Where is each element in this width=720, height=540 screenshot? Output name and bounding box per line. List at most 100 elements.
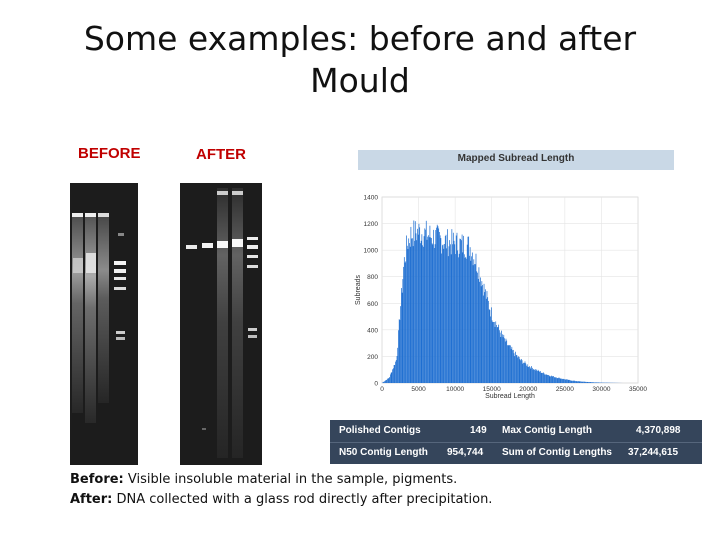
histogram-bar (425, 229, 426, 383)
stat-value: 4,370,898 (636, 425, 681, 436)
histogram-bar (482, 285, 483, 383)
histogram-bar (563, 378, 565, 383)
histogram-bar (575, 381, 577, 383)
histogram-bar (546, 374, 548, 383)
histogram-bar (525, 363, 527, 383)
histogram-bar (418, 223, 420, 383)
histogram-bar (508, 344, 510, 383)
histogram-bar (585, 381, 587, 383)
histogram-bar (455, 235, 457, 383)
histogram-bar (524, 361, 526, 383)
histogram-bar (387, 378, 388, 383)
histogram-bar (469, 255, 470, 383)
histogram-bar (454, 244, 456, 383)
histogram-bar (440, 238, 442, 383)
histogram-bar (521, 360, 523, 383)
histogram-bar (426, 239, 428, 383)
stat-label: Max Contig Length (502, 425, 592, 436)
histogram-bar (402, 279, 404, 383)
stat-label: Sum of Contig Lengths (502, 447, 612, 458)
histogram-bar (421, 234, 423, 383)
histogram-bar (417, 228, 418, 383)
stat-label: N50 Contig Length (339, 447, 428, 458)
histogram-bar (499, 332, 501, 383)
histogram-bar (495, 321, 497, 383)
histogram-bar (588, 382, 590, 383)
histogram-bar (395, 360, 397, 383)
histogram-bar (390, 374, 391, 383)
histogram-bar (488, 300, 489, 383)
histogram-bar (439, 231, 440, 383)
y-axis-label: Subreads (355, 275, 362, 305)
histogram-bar (439, 235, 441, 383)
histogram-bar (582, 381, 584, 383)
histogram-bar (448, 246, 450, 383)
histogram-bar (534, 369, 535, 383)
histogram-bar (447, 229, 448, 383)
histogram-bar (385, 380, 387, 383)
histogram-bar (436, 224, 438, 383)
histogram-bar (569, 380, 571, 383)
histogram-bar (392, 368, 394, 383)
x-tick-label: 15000 (483, 386, 501, 393)
x-axis-label: Subread Length (485, 393, 535, 400)
histogram-bar (429, 225, 431, 383)
histogram-bar (597, 382, 599, 383)
stat-label: Polished Contigs (339, 425, 421, 436)
histogram-bar (481, 281, 483, 383)
histogram-bar (512, 350, 513, 383)
histogram-bar (558, 377, 560, 383)
histogram-bar (471, 252, 473, 383)
y-tick-label: 0 (374, 381, 378, 388)
histogram-bar (403, 257, 405, 383)
histogram-bar (483, 283, 485, 383)
histogram-bar (538, 370, 540, 383)
histogram-bar (552, 376, 554, 383)
histogram-bar (465, 256, 467, 383)
y-tick-label: 400 (367, 327, 378, 334)
histogram-bar (403, 266, 404, 383)
histogram-bar (456, 232, 458, 383)
histogram-bar (432, 244, 434, 383)
histogram-bar (559, 377, 560, 383)
before-gel-image (70, 183, 138, 465)
histogram-bar (586, 381, 588, 383)
histogram-bar (436, 227, 437, 383)
histogram-bar (549, 376, 551, 383)
histogram-bar (452, 244, 453, 383)
histogram-bar (503, 334, 505, 383)
histogram-bar (460, 239, 461, 383)
histogram-bar (428, 235, 429, 383)
histogram-bar (458, 253, 460, 383)
histogram-bar (416, 240, 418, 383)
histogram-bar (409, 246, 411, 383)
histogram-bar (496, 327, 498, 383)
histogram-bar (564, 379, 565, 383)
histogram-bar (485, 289, 486, 383)
histogram-bar (392, 369, 393, 383)
histogram-bar (548, 375, 550, 383)
histogram-bar (417, 234, 419, 383)
histogram-bar (443, 248, 445, 383)
histogram-bar (407, 248, 409, 383)
histogram-bar (550, 376, 551, 383)
histogram-bar (430, 237, 432, 383)
histogram-bar (576, 381, 578, 383)
histogram-bar (486, 291, 488, 383)
histogram-bar (562, 379, 564, 383)
histogram-bar (531, 366, 532, 383)
histogram-bar (471, 256, 472, 383)
histogram-bar (422, 245, 423, 383)
histogram-bar (493, 321, 495, 383)
histogram-bar (397, 347, 399, 383)
histogram-bar (444, 235, 446, 383)
stat-value: 37,244,615 (628, 447, 679, 458)
histogram-bar (399, 320, 401, 383)
after-label: AFTER (196, 146, 246, 163)
histogram-bar (491, 320, 493, 383)
histogram-bar (533, 369, 535, 383)
histogram-bar (490, 316, 491, 383)
histogram-bar (384, 381, 385, 383)
histogram-bar (587, 381, 589, 383)
histogram-bar (544, 374, 546, 383)
